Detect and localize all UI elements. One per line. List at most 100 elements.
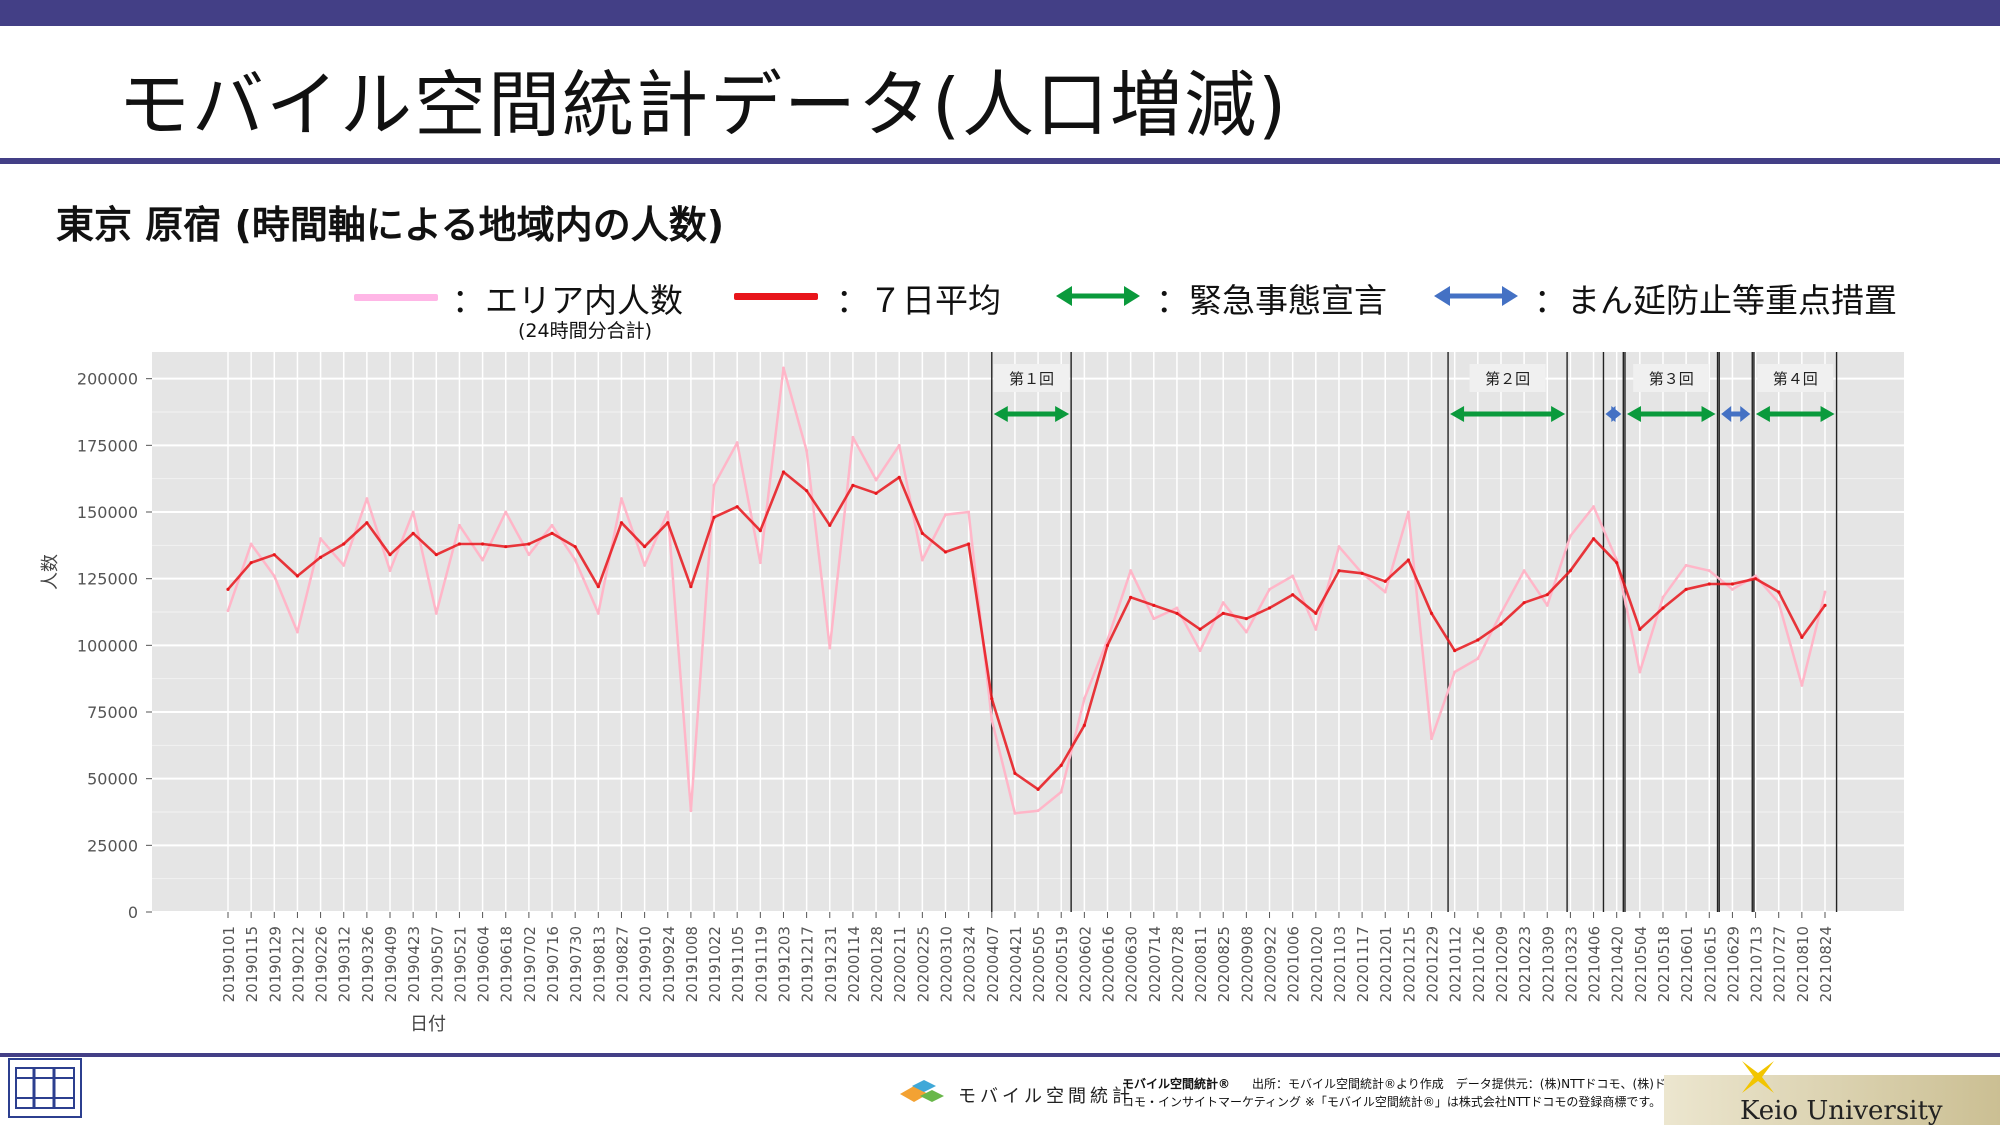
7day-average-point <box>1615 561 1619 565</box>
university-logo <box>1664 1061 2000 1125</box>
period-arrow-head <box>1626 406 1641 422</box>
area-count-point <box>1430 737 1434 741</box>
7day-average-point <box>1753 577 1758 581</box>
x-tick-label: 20201201 <box>1377 926 1395 1002</box>
x-tick-label: 20200811 <box>1192 926 1210 1002</box>
7day-average-point <box>1499 622 1503 626</box>
7day-average-point <box>712 515 716 519</box>
population-line-chart: 第１回 第２回 第３回 第４回 0 25000 50000 75000 100000 12500… <box>40 352 1904 1035</box>
7day-average-point <box>1522 601 1526 605</box>
area-count-point <box>1545 603 1549 607</box>
7day-average-point <box>411 531 415 535</box>
chart-subtitle: 東京 原宿 (時間軸による地域内の人数) <box>56 203 725 247</box>
x-tick-label: 20200602 <box>1076 926 1094 1002</box>
y-axis-title: 人数 <box>40 554 61 590</box>
x-tick-label: 20190521 <box>451 926 469 1002</box>
x-tick-label: 20210323 <box>1562 926 1580 1002</box>
7day-average-point <box>1129 595 1133 599</box>
plot-area <box>152 352 1904 912</box>
7day-average-point <box>504 545 508 549</box>
y-tick-label: 200000 <box>77 370 138 389</box>
x-tick-label: 20200908 <box>1238 926 1256 1002</box>
period-arrow-head <box>1611 406 1622 422</box>
x-tick-label: 20200714 <box>1146 926 1164 1002</box>
x-tick-label: 20190312 <box>336 926 354 1002</box>
series-line-7day-average <box>227 470 1827 791</box>
area-count-point <box>573 558 577 562</box>
area-count-point <box>342 563 346 567</box>
period-arrow-head <box>1450 406 1465 422</box>
period-arrow-head <box>1701 406 1716 422</box>
area-count-point <box>388 569 392 573</box>
area-count-point <box>1314 627 1318 631</box>
x-tick-label: 20200225 <box>914 926 932 1002</box>
y-tick-label: 50000 <box>87 770 138 789</box>
area-count-point <box>943 513 947 517</box>
area-count-point <box>1406 510 1410 514</box>
y-tick-label: 0 <box>128 903 138 922</box>
period-label-box <box>1633 364 1710 392</box>
period-arrow-head <box>1721 406 1732 422</box>
area-count-point <box>781 366 785 370</box>
area-count-point <box>990 718 994 722</box>
x-tick-label: 20190212 <box>289 926 307 1002</box>
x-tick-label: 20201103 <box>1331 926 1349 1002</box>
period-label: 第１回 <box>1009 370 1054 388</box>
area-count-point <box>1499 611 1503 615</box>
7day-average-point <box>1661 606 1665 610</box>
x-tick-label: 20190702 <box>521 926 539 1002</box>
area-count-point <box>805 449 809 453</box>
area-count-point <box>920 558 924 562</box>
7day-average-point <box>967 542 971 546</box>
7day-average-point <box>1082 723 1086 727</box>
7day-average-point <box>943 550 948 554</box>
footer-divider <box>0 1053 2000 1057</box>
period-arrow-head <box>1755 406 1770 422</box>
7day-average-point <box>1638 627 1642 631</box>
area-count-point <box>1592 505 1596 509</box>
area-count-point <box>434 611 438 615</box>
7day-average-point <box>1383 579 1387 583</box>
7day-average-point <box>990 697 994 701</box>
x-tick-label: 20210601 <box>1678 926 1696 1002</box>
area-count-point <box>1661 595 1665 599</box>
legend-note: (24時間分合計) <box>518 320 653 342</box>
7day-average-point <box>1175 611 1179 615</box>
area-count-point <box>550 523 554 527</box>
period-arrow-head <box>1551 406 1566 422</box>
7day-average-point <box>897 475 901 479</box>
x-tick-label: 20201020 <box>1308 926 1326 1002</box>
7day-average-point <box>851 483 855 487</box>
7day-average-point <box>1800 635 1804 639</box>
7day-average-point <box>457 542 462 546</box>
7day-average-point <box>527 542 531 546</box>
area-count-point <box>1707 569 1711 573</box>
legend-arrow-emergency-icon <box>1056 286 1140 306</box>
7day-average-point <box>735 505 739 509</box>
period-label-box <box>993 364 1070 392</box>
x-tick-label: 20191203 <box>775 926 793 1002</box>
area-count-point <box>1823 590 1827 594</box>
legend-arrow-priority-icon <box>1434 286 1518 306</box>
footer-source-line2: コモ・インサイトマーケティング ※「モバイル空間統計®」は株式会社NTTドコモの… <box>1122 1095 1662 1109</box>
period-label-box <box>1469 364 1546 392</box>
x-tick-label: 20210309 <box>1539 926 1557 1002</box>
x-tick-label: 20210727 <box>1771 926 1789 1002</box>
7day-average-point <box>1013 771 1017 775</box>
7day-average-point <box>1105 643 1110 647</box>
university-name: Keio University <box>1740 1096 1943 1126</box>
x-tick-label: 20200211 <box>891 926 909 1002</box>
7day-average-point <box>1059 763 1063 767</box>
area-count-point <box>1476 657 1480 661</box>
area-count-point <box>828 646 832 650</box>
area-count-point <box>712 483 716 487</box>
x-tick-label: 20200616 <box>1100 926 1118 1002</box>
7day-average-point <box>226 587 230 591</box>
area-count-point <box>226 609 230 613</box>
pen-logo-icon <box>1742 1061 1774 1093</box>
x-tick-label: 20201117 <box>1354 926 1372 1002</box>
x-tick-label: 20200505 <box>1030 926 1048 1002</box>
period-arrow-head <box>1055 406 1070 422</box>
mobile-spatial-logo-icon <box>900 1080 944 1102</box>
x-tick-label: 20210504 <box>1632 926 1650 1002</box>
